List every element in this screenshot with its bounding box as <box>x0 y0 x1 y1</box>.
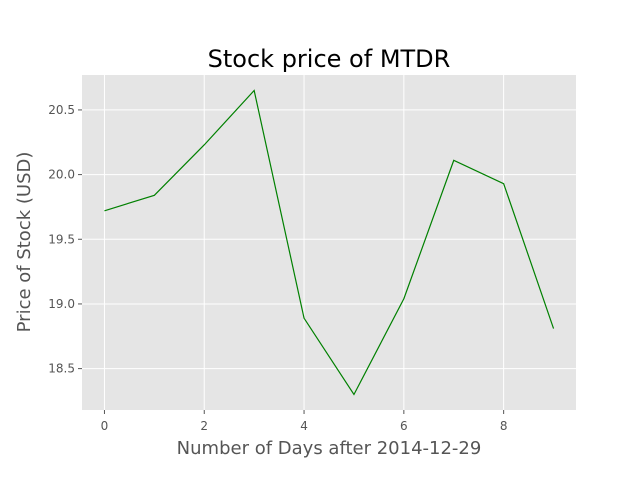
series-layer <box>104 89 555 396</box>
y-tick-label: 19.5 <box>48 232 75 246</box>
x-tick-label: 4 <box>300 419 308 433</box>
x-tick-label: 2 <box>200 419 208 433</box>
grid <box>82 75 576 410</box>
y-tick-label: 19.0 <box>48 297 75 311</box>
chart-title: Stock price of MTDR <box>208 45 451 73</box>
series-line <box>104 89 555 396</box>
y-axis-label: Price of Stock (USD) <box>14 152 35 333</box>
x-axis-label: Number of Days after 2014-12-29 <box>177 438 482 459</box>
x-tick-label: 8 <box>500 419 508 433</box>
y-tick-label: 20.5 <box>48 103 75 117</box>
y-tick-label: 20.0 <box>48 168 75 182</box>
x-tick-label: 6 <box>400 419 408 433</box>
x-tick-label: 0 <box>101 419 109 433</box>
plot-area <box>82 75 576 410</box>
x-axis-ticks: 0 2 4 6 8 <box>101 410 508 433</box>
y-tick-label: 18.5 <box>48 362 75 376</box>
y-axis-ticks: 18.5 19.0 19.5 20.0 20.5 <box>48 103 82 376</box>
